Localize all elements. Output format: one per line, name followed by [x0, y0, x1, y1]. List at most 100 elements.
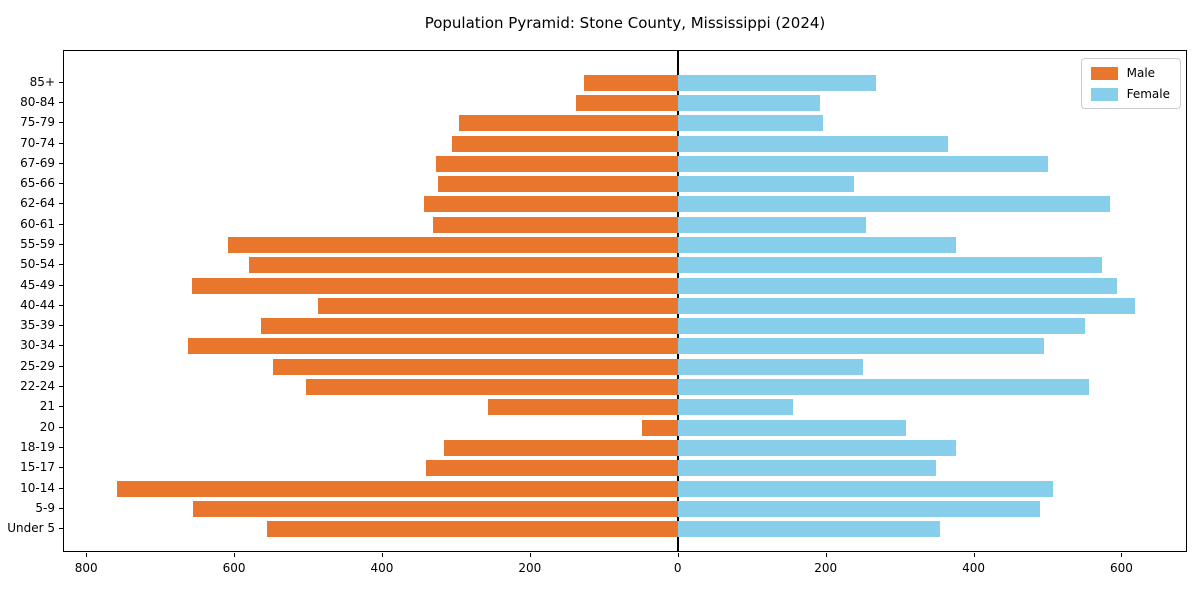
legend-female-label: Female [1126, 87, 1170, 101]
female-bar-20 [677, 419, 906, 436]
male-bar-35-39 [260, 318, 678, 335]
y-tick-35-39 [59, 325, 63, 327]
plot-area: 800 600 400 200 0 200 400 600 Male Female [63, 50, 1187, 575]
male-bar-10-14 [117, 480, 678, 497]
x-tick-label-200-5: 200 [814, 561, 838, 575]
age-group-label-50-54: 50-54 [20, 257, 55, 272]
age-group-label-35-39: 35-39 [20, 318, 55, 333]
female-bar-15-17 [677, 460, 936, 477]
age-group-label-30-34: 30-34 [20, 338, 55, 353]
y-tick-70-74 [59, 142, 63, 144]
age-group-label-45-49: 45-49 [20, 277, 55, 292]
x-tick-400-2 [381, 553, 383, 557]
y-tick-50-54 [59, 264, 63, 266]
female-color-swatch [1090, 87, 1118, 101]
y-tick-30-34 [59, 345, 63, 347]
male-bar-75-79 [458, 115, 678, 132]
age-group-label-15-17: 15-17 [20, 460, 55, 475]
male-bar-45-49 [191, 277, 678, 294]
age-group-label-70-74: 70-74 [20, 135, 55, 150]
male-bar-22-24 [305, 379, 678, 396]
male-bar-30-34 [188, 338, 678, 355]
male-color-swatch [1090, 66, 1118, 80]
x-tick-label-600-1: 600 [222, 561, 246, 575]
female-bar-Under 5 [677, 521, 940, 538]
age-group-label-22-24: 22-24 [20, 379, 55, 394]
male-bar-67-69 [435, 155, 678, 172]
y-tick-55-59 [59, 244, 63, 246]
x-tick-600-1 [234, 553, 236, 557]
age-group-label-62-64: 62-64 [20, 196, 55, 211]
y-tick-25-29 [59, 365, 63, 367]
y-tick-62-64 [59, 203, 63, 205]
age-group-label-65-66: 65-66 [20, 176, 55, 191]
x-tick-200-3 [529, 553, 531, 557]
female-bar-35-39 [677, 318, 1086, 335]
y-tick-40-44 [59, 304, 63, 306]
male-bar-65-66 [438, 176, 678, 193]
male-bar-62-64 [424, 196, 678, 213]
female-bar-45-49 [677, 277, 1117, 294]
y-tick-18-19 [59, 446, 63, 448]
female-bar-18-19 [677, 439, 956, 456]
male-bar-55-59 [228, 237, 678, 254]
y-tick-65-66 [59, 183, 63, 185]
age-group-label-85+: 85+ [29, 74, 55, 89]
x-tick-label-400-6: 400 [962, 561, 985, 575]
male-bar-40-44 [317, 297, 678, 314]
x-tick-800-0 [86, 553, 88, 557]
age-group-label-60-61: 60-61 [20, 216, 55, 231]
y-tick-85+ [59, 81, 63, 83]
age-group-label-10-14: 10-14 [20, 480, 55, 495]
male-bar-20 [642, 419, 678, 436]
female-bar-65-66 [677, 176, 854, 193]
female-bar-10-14 [677, 480, 1053, 497]
age-group-label-40-44: 40-44 [20, 297, 55, 312]
female-bar-50-54 [677, 257, 1103, 274]
age-group-label-80-84: 80-84 [20, 94, 55, 109]
male-bar-5-9 [193, 500, 678, 517]
x-tick-label-200-3: 200 [518, 561, 542, 575]
female-bar-85+ [677, 74, 876, 91]
y-tick-20 [59, 426, 63, 428]
y-tick-80-84 [59, 101, 63, 103]
female-bar-5-9 [677, 500, 1041, 517]
female-bar-40-44 [677, 297, 1135, 314]
male-bar-25-29 [272, 358, 678, 375]
age-group-label-18-19: 18-19 [20, 439, 55, 454]
age-group-label-21: 21 [39, 399, 55, 414]
female-bar-25-29 [677, 358, 864, 375]
legend-entry-male: Male [1090, 66, 1170, 80]
male-bar-85+ [583, 74, 678, 91]
female-bar-75-79 [677, 115, 823, 132]
y-tick-75-79 [59, 122, 63, 124]
age-group-label-20: 20 [39, 419, 55, 434]
female-bar-67-69 [677, 155, 1049, 172]
x-tick-label-600-7: 600 [1109, 561, 1133, 575]
age-group-label-5-9: 5-9 [35, 500, 55, 515]
y-tick-21 [59, 406, 63, 408]
x-tick-600-7 [1121, 553, 1123, 557]
male-bar-60-61 [432, 216, 678, 233]
x-tick-0-4 [677, 553, 679, 557]
female-bar-60-61 [677, 216, 866, 233]
y-tick-60-61 [59, 223, 63, 225]
male-bar-70-74 [452, 135, 678, 152]
y-tick-5-9 [59, 507, 63, 509]
y-tick-15-17 [59, 467, 63, 469]
female-bar-21 [677, 399, 794, 416]
female-bar-55-59 [677, 237, 956, 254]
x-tick-400-6 [973, 553, 975, 557]
age-group-label-55-59: 55-59 [20, 237, 55, 252]
male-bar-21 [488, 399, 678, 416]
male-bar-18-19 [444, 439, 678, 456]
legend-entry-female: Female [1090, 87, 1170, 101]
chart-title: Population Pyramid: Stone County, Missis… [424, 14, 826, 32]
y-tick-22-24 [59, 386, 63, 388]
x-tick-label-400-2: 400 [370, 561, 394, 575]
age-group-label-Under 5: Under 5 [7, 521, 55, 536]
x-tick-200-5 [825, 553, 827, 557]
age-group-label-25-29: 25-29 [20, 358, 55, 373]
female-bar-22-24 [677, 379, 1089, 396]
y-tick-10-14 [59, 487, 63, 489]
